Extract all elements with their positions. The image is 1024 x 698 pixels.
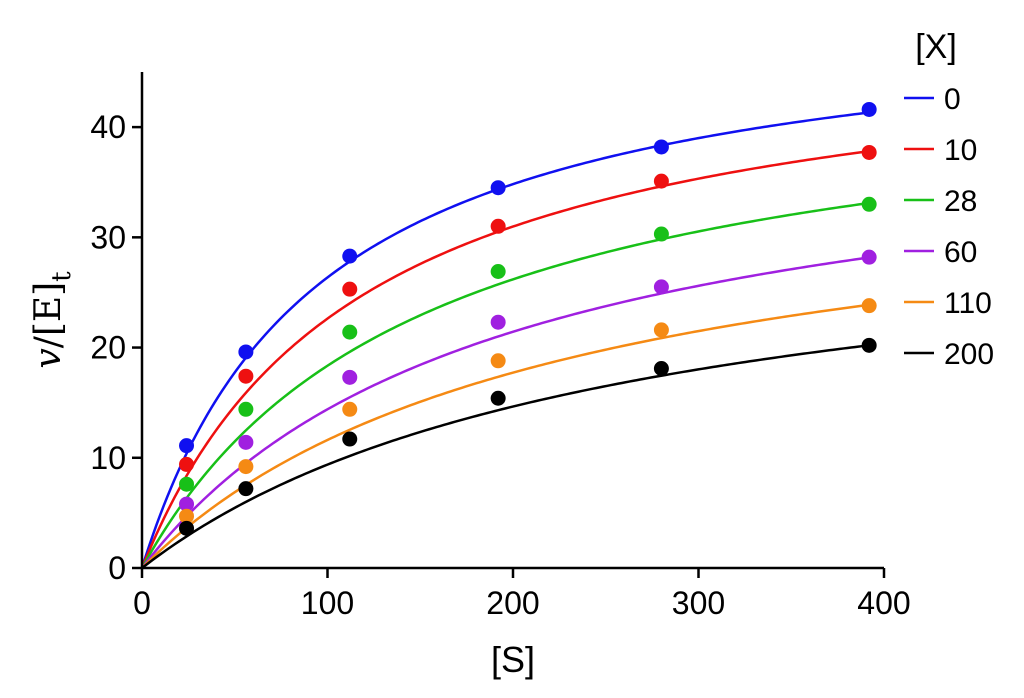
data-point-28-3 [490, 264, 506, 280]
data-point-60-0 [179, 496, 195, 512]
y-axis-title-italic: v [28, 348, 69, 368]
legend-label-10: 10 [944, 134, 977, 167]
legend-label-110: 110 [944, 287, 992, 320]
data-point-60-2 [342, 369, 358, 385]
y-tick-label: 40 [90, 109, 126, 145]
data-point-10-3 [490, 218, 506, 234]
data-point-0-3 [490, 180, 506, 196]
series-curve-200 [141, 344, 870, 569]
data-point-200-1 [238, 481, 254, 497]
data-point-0-5 [861, 101, 877, 117]
y-tick-label: 30 [90, 219, 126, 255]
data-point-0-2 [342, 248, 358, 264]
x-tick-label: 200 [486, 585, 539, 621]
axes [140, 72, 884, 570]
data-point-200-0 [179, 520, 195, 536]
data-point-60-4 [653, 279, 669, 295]
legend-items: 0 10 28 60 110 200 [904, 83, 994, 371]
data-point-110-1 [238, 459, 254, 475]
data-point-200-3 [490, 390, 506, 406]
legend-label-28: 28 [944, 185, 977, 218]
data-point-110-4 [653, 322, 669, 338]
data-point-0-4 [653, 139, 669, 155]
data-point-200-4 [653, 360, 669, 376]
data-point-60-1 [238, 434, 254, 450]
series-curve-0 [140, 111, 870, 569]
data-point-28-4 [653, 226, 669, 242]
series-curve-110 [141, 303, 870, 569]
data-point-28-2 [342, 324, 358, 340]
data-point-10-1 [238, 368, 254, 384]
legend-title: [X] [915, 28, 957, 66]
data-point-60-3 [490, 314, 506, 330]
legend: [X] 0 10 28 60 110 200 [904, 28, 994, 371]
x-tick-label: 0 [133, 585, 151, 621]
data-point-10-2 [342, 281, 358, 297]
data-point-10-5 [861, 144, 877, 160]
y-tick-label: 10 [90, 440, 126, 476]
data-point-60-5 [861, 249, 877, 265]
data-point-0-0 [179, 438, 195, 454]
x-tick-label: 300 [672, 585, 725, 621]
y-tick-label: 0 [108, 550, 126, 586]
y-axis-title-main: /[E] [28, 282, 69, 349]
x-tick-label: 400 [857, 585, 910, 621]
y-ticks: 0 10 20 30 40 [90, 109, 142, 586]
series-curve-60 [141, 256, 870, 569]
x-ticks: 0 100 200 300 400 [133, 568, 911, 621]
data-point-28-5 [861, 196, 877, 212]
data-point-28-1 [238, 401, 254, 417]
x-axis-title: [S] [491, 639, 535, 680]
data-point-110-3 [490, 353, 506, 369]
legend-label-200: 200 [944, 338, 994, 371]
plot-area [140, 101, 877, 569]
data-point-110-2 [342, 401, 358, 417]
data-point-10-4 [653, 173, 669, 189]
legend-label-0: 0 [944, 83, 961, 116]
legend-label-60: 60 [944, 236, 977, 269]
data-point-10-0 [179, 456, 195, 472]
x-tick-label: 100 [301, 585, 354, 621]
data-point-200-2 [342, 431, 358, 447]
data-point-110-0 [179, 508, 195, 524]
y-tick-label: 20 [90, 330, 126, 366]
series-curve-10 [140, 149, 870, 569]
data-point-110-5 [861, 298, 877, 314]
data-point-0-1 [238, 344, 254, 360]
series-curve-28 [140, 201, 870, 569]
data-point-200-5 [861, 337, 877, 353]
y-axis-title-subscript: t [47, 271, 77, 282]
y-axis-title: v/[E]t [28, 271, 77, 369]
data-point-28-0 [179, 476, 195, 492]
